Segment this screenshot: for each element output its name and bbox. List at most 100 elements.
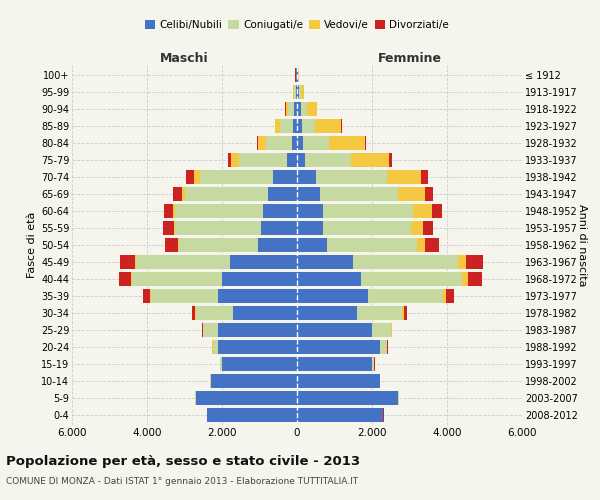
Bar [292,136,297,150]
Bar [203,323,218,337]
Bar [323,204,413,218]
Bar [466,255,482,269]
Bar [425,187,433,201]
Bar [263,204,297,218]
Bar [462,272,467,286]
Bar [194,170,199,184]
Legend: Celibi/Nubili, Coniugati/e, Vedovi/e, Divorziati/e: Celibi/Nubili, Coniugati/e, Vedovi/e, Di… [140,16,454,34]
Bar [196,391,297,405]
Y-axis label: Anni di nascita: Anni di nascita [577,204,587,286]
Bar [202,323,203,337]
Bar [323,221,412,235]
Bar [297,187,320,201]
Bar [297,119,302,133]
Bar [210,374,211,388]
Bar [297,289,368,303]
Bar [297,68,298,82]
Bar [151,289,218,303]
Bar [191,306,196,320]
Bar [266,136,292,150]
Bar [233,306,297,320]
Bar [404,306,407,320]
Bar [361,272,462,286]
Bar [327,238,417,252]
Bar [286,102,288,116]
Bar [467,272,482,286]
Bar [297,102,301,116]
Bar [179,238,257,252]
Bar [391,323,392,337]
Bar [380,340,387,354]
Text: Femmine: Femmine [377,52,442,66]
Bar [132,272,222,286]
Bar [372,357,374,371]
Bar [425,238,439,252]
Bar [287,153,297,167]
Bar [297,85,299,99]
Bar [293,85,296,99]
Bar [229,255,297,269]
Bar [417,238,425,252]
Bar [297,255,353,269]
Bar [368,289,443,303]
Bar [297,357,372,371]
Bar [413,204,432,218]
Bar [175,221,262,235]
Bar [222,357,297,371]
Bar [421,170,428,184]
Bar [389,153,392,167]
Bar [302,136,329,150]
Bar [320,187,398,201]
Bar [297,204,323,218]
Bar [297,238,327,252]
Bar [199,170,272,184]
Bar [302,119,314,133]
Bar [275,119,280,133]
Text: Maschi: Maschi [160,52,209,66]
Bar [173,221,175,235]
Bar [446,289,454,303]
Bar [357,306,402,320]
Bar [301,102,307,116]
Bar [268,187,297,201]
Bar [228,153,231,167]
Bar [166,238,178,252]
Bar [353,255,458,269]
Bar [272,170,297,184]
Bar [305,153,352,167]
Bar [218,289,297,303]
Bar [257,136,266,150]
Bar [143,289,150,303]
Bar [211,374,297,388]
Bar [121,255,134,269]
Bar [178,238,179,252]
Bar [297,340,380,354]
Bar [119,272,131,286]
Bar [402,306,404,320]
Bar [288,102,294,116]
Bar [294,102,297,116]
Bar [297,374,380,388]
Bar [297,272,361,286]
Bar [182,187,185,201]
Bar [163,204,173,218]
Bar [314,119,341,133]
Bar [352,153,389,167]
Bar [297,323,372,337]
Text: COMUNE DI MONZA - Dati ISTAT 1° gennaio 2013 - Elaborazione TUTTITALIA.IT: COMUNE DI MONZA - Dati ISTAT 1° gennaio … [6,478,358,486]
Bar [422,221,433,235]
Bar [365,136,366,150]
Bar [387,170,421,184]
Bar [239,153,287,167]
Bar [297,153,305,167]
Bar [316,170,387,184]
Bar [131,272,132,286]
Bar [297,408,383,422]
Bar [207,408,297,422]
Bar [297,391,398,405]
Bar [280,119,293,133]
Bar [222,272,297,286]
Bar [297,136,302,150]
Bar [412,221,422,235]
Bar [372,323,391,337]
